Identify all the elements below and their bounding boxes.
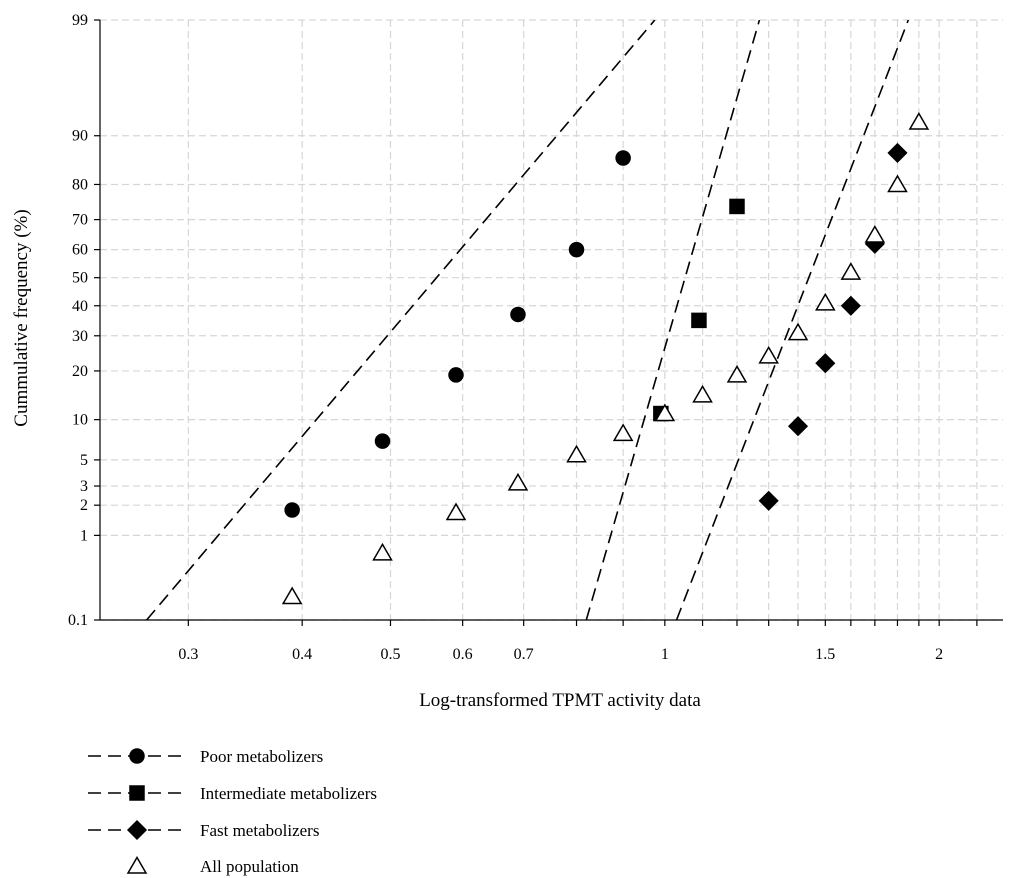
point-all-population — [445, 502, 467, 521]
y-tick-label: 70 — [72, 212, 88, 229]
point-fast-metabolizers — [815, 353, 836, 374]
fit-line-poor-metabolizers — [146, 20, 656, 620]
x-tick-label: 0.6 — [453, 646, 473, 663]
axes — [94, 19, 1003, 626]
y-tick-label: 60 — [72, 242, 88, 259]
point-all-population — [787, 322, 809, 341]
fit-line-intermediate-metabolizers — [585, 20, 761, 620]
point-all-population — [372, 542, 393, 561]
point-poor-metabolizers — [510, 306, 526, 323]
fit-line-fast-metabolizers — [675, 20, 910, 620]
x-axis-label: Log-transformed TPMT activity data — [419, 690, 701, 711]
point-fast-metabolizers — [887, 142, 908, 163]
point-fast-metabolizers — [787, 416, 809, 437]
x-tick-label: 0.3 — [178, 646, 198, 663]
legend-entry-intermediate-metabolizers: Intermediate metabolizers — [88, 784, 377, 803]
legend-marker — [129, 785, 145, 801]
point-all-population — [612, 423, 634, 442]
x-tick-label: 1 — [661, 646, 669, 663]
legend-label: Poor metabolizers — [200, 747, 323, 766]
point-intermediate-metabolizers — [729, 198, 745, 215]
y-tick-label: 80 — [72, 176, 88, 193]
legend-label: Fast metabolizers — [200, 821, 319, 840]
x-tick-label: 0.4 — [292, 646, 312, 663]
point-all-population — [566, 444, 587, 463]
point-all-population — [864, 225, 886, 243]
x-tick-label: 1.5 — [815, 646, 835, 663]
legend-marker — [126, 819, 148, 841]
point-all-population — [815, 292, 836, 311]
x-tick-label: 0.7 — [514, 646, 534, 663]
x-tick-label: 0.5 — [380, 646, 400, 663]
data-points — [281, 112, 930, 605]
point-poor-metabolizers — [374, 433, 391, 449]
y-tick-label: 20 — [72, 363, 88, 380]
y-tick-label: 0.1 — [68, 612, 88, 629]
point-all-population — [726, 364, 748, 383]
legend: Poor metabolizers Intermediate metabolize… — [88, 747, 377, 876]
legend-entry-poor-metabolizers: Poor metabolizers — [88, 747, 323, 766]
fit-lines — [146, 20, 910, 620]
point-fast-metabolizers — [758, 490, 779, 511]
x-tick-label: 2 — [935, 646, 943, 663]
legend-label: All population — [200, 857, 299, 876]
point-all-population — [281, 586, 303, 605]
y-tick-label: 99 — [72, 12, 88, 29]
point-all-population — [692, 384, 713, 403]
y-axis-label: Cummulative frequency (%) — [11, 209, 32, 426]
point-poor-metabolizers — [284, 502, 300, 518]
point-fast-metabolizers — [840, 295, 861, 316]
y-tick-label: 40 — [72, 298, 88, 315]
point-poor-metabolizers — [568, 241, 585, 258]
y-tick-label: 30 — [72, 328, 88, 345]
legend-entry-all-population: All population — [126, 856, 299, 876]
point-poor-metabolizers — [615, 150, 631, 166]
y-tick-label: 10 — [72, 412, 88, 429]
y-tick-label: 5 — [80, 452, 88, 469]
point-all-population — [758, 345, 779, 364]
point-all-population — [908, 112, 930, 130]
point-all-population — [654, 403, 676, 422]
y-tick-label: 1 — [80, 527, 88, 544]
point-all-population — [840, 262, 862, 280]
y-tick-label: 90 — [72, 128, 88, 145]
point-all-population — [507, 472, 529, 491]
legend-marker — [129, 748, 145, 764]
point-poor-metabolizers — [448, 367, 464, 383]
tick-labels: 0.1 1 2 3 5 10 20 30 40 50 60 70 80 90 99 0.3 0.4 0.5 0.6 0… — [68, 12, 943, 663]
legend-label: Intermediate metabolizers — [200, 784, 377, 803]
legend-entry-fast-metabolizers: Fast metabolizers — [88, 819, 319, 841]
y-tick-label: 50 — [72, 270, 88, 287]
point-intermediate-metabolizers — [691, 312, 707, 329]
y-tick-label: 2 — [80, 497, 88, 514]
y-tick-label: 3 — [80, 478, 88, 495]
point-all-population — [887, 174, 908, 193]
legend-marker — [126, 856, 148, 874]
grid — [100, 19, 1003, 621]
